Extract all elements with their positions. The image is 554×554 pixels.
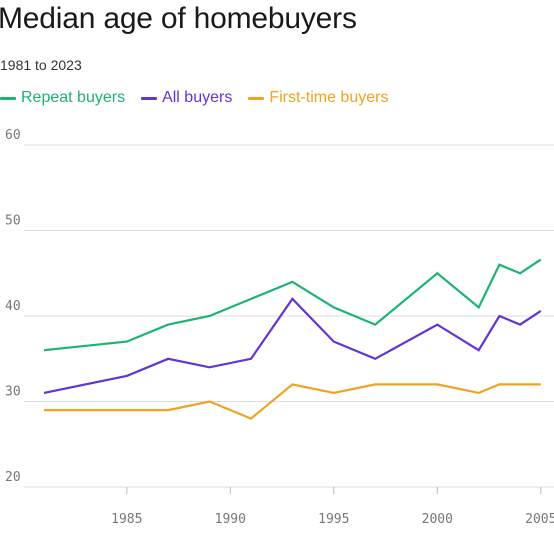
y-axis-ticks: 20 30 40 50 60 (5, 128, 21, 485)
x-axis-ticks: 1985 1990 1995 2000 2005 (111, 487, 554, 527)
legend-swatch (141, 96, 158, 100)
series-line-first-time-buyers (44, 383, 541, 420)
x-tick-label: 1990 (215, 512, 246, 527)
y-tick-label: 60 (5, 128, 21, 143)
chart-subtitle: 1981 to 2023 (0, 57, 82, 73)
x-tick-label: 2000 (422, 512, 453, 527)
series-line-repeat-buyers (43, 258, 542, 352)
legend-swatch (0, 96, 16, 100)
y-tick-label: 40 (5, 299, 21, 314)
legend-item-first-time-buyers: First-time buyers (248, 89, 388, 107)
y-tick-label: 20 (5, 470, 21, 485)
legend-item-all-buyers: All buyers (141, 89, 232, 107)
grid-lines (24, 144, 554, 488)
x-tick-label: 1995 (318, 512, 349, 527)
series-line-all-buyers (43, 297, 542, 394)
legend-swatch (248, 96, 265, 100)
x-tick-label: 2005 (525, 512, 554, 527)
y-tick-label: 30 (5, 385, 21, 400)
legend-label: Repeat buyers (21, 89, 126, 106)
chart-title: Median age of homebuyers (0, 2, 357, 35)
legend-label: First-time buyers (269, 89, 389, 106)
x-tick-label: 1985 (111, 512, 142, 527)
series-lines (43, 258, 542, 420)
chart-legend: Repeat buyers All buyers First-time buyers (0, 89, 404, 107)
legend-label: All buyers (162, 89, 233, 106)
y-tick-label: 50 (5, 214, 21, 229)
legend-item-repeat-buyers: Repeat buyers (0, 89, 125, 107)
